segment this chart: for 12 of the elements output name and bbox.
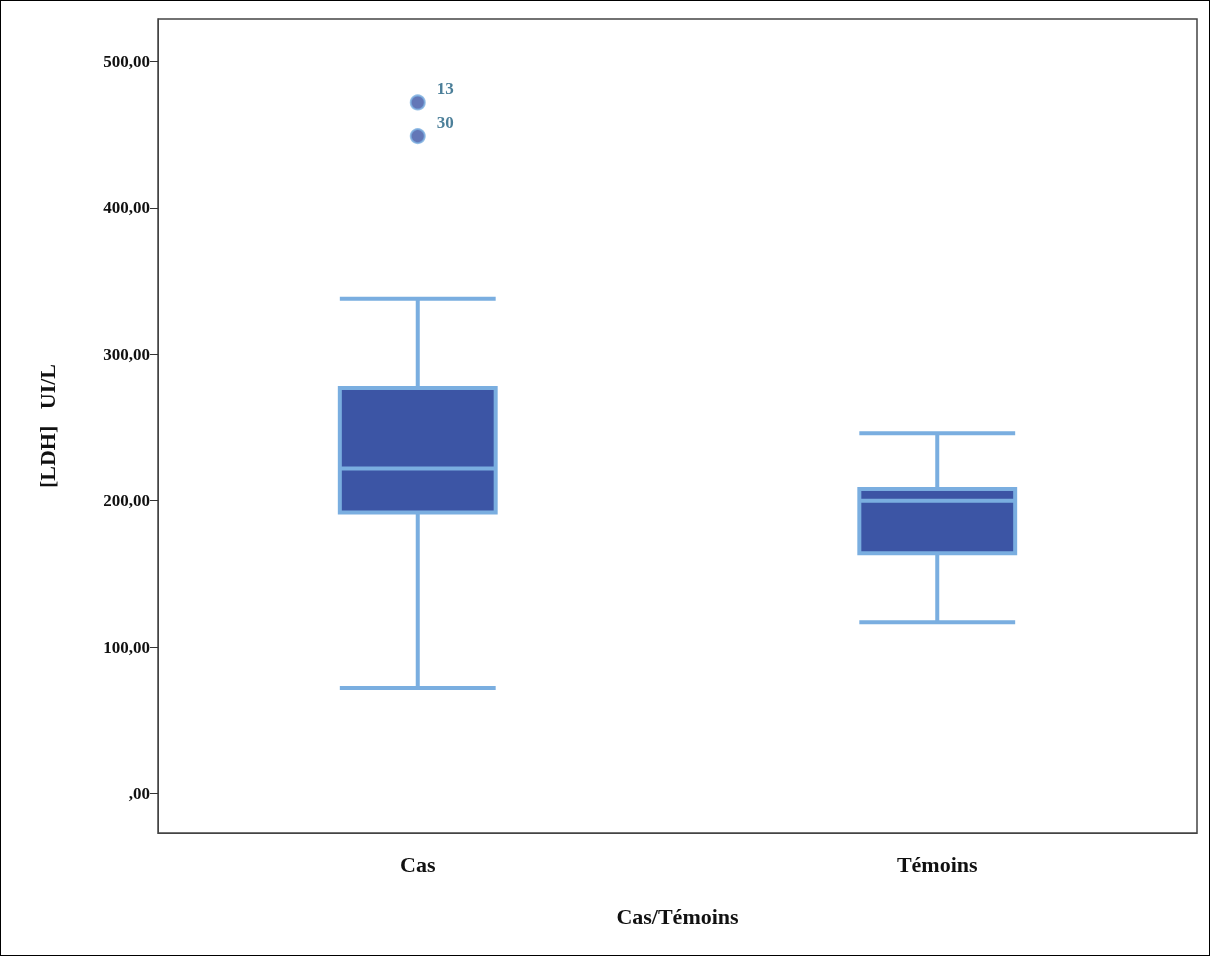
annotation: 30 (436, 112, 454, 132)
y-tick-label: 400,00 (103, 198, 150, 218)
y-tick-label: 100,00 (103, 637, 150, 657)
y-tick-label: 500,00 (103, 51, 150, 71)
y-tick-label: 300,00 (103, 344, 150, 364)
x-tick-label: Cas (400, 851, 436, 877)
y-tick-label: ,00 (128, 783, 150, 803)
annotation: 13 (436, 78, 454, 98)
x-tick-label: Témoins (896, 851, 979, 877)
y-tick-label: 200,00 (103, 491, 150, 511)
y-axis-title: [LDH] UI/L (34, 363, 60, 489)
x-axis-title: Cas/Témoins (616, 903, 740, 929)
